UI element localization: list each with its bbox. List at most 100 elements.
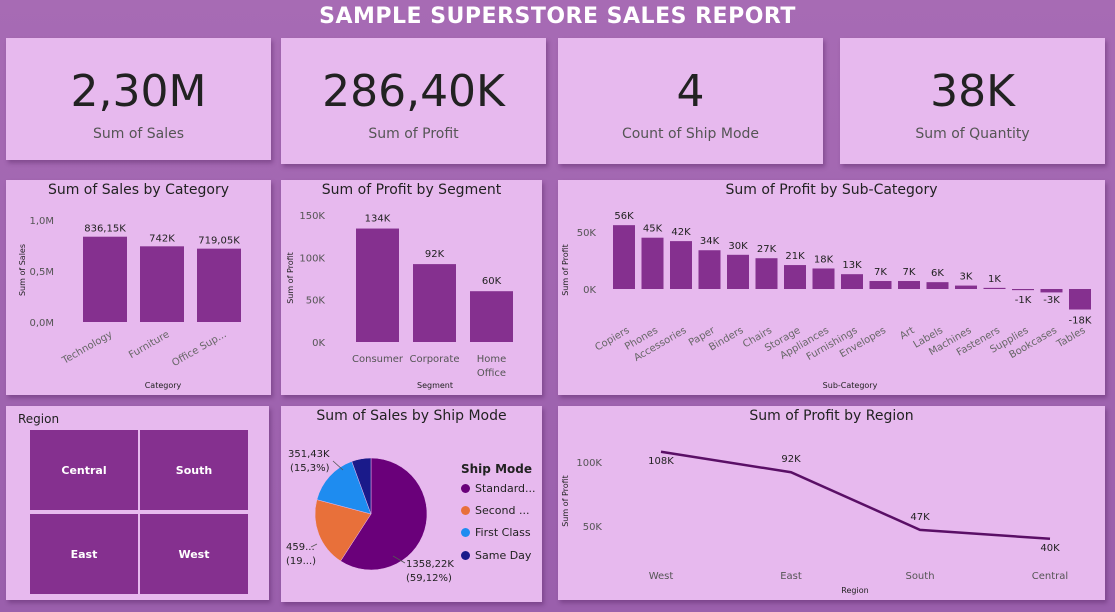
chart-title: Sum of Sales by Ship Mode — [316, 408, 507, 424]
x-tick-label: Office Sup... — [170, 329, 228, 369]
bar — [841, 274, 863, 289]
data-label: 7K — [903, 267, 916, 278]
chart-profit-by-subcategory[interactable]: Sum of Profit by Sub-Category 0K 50K Sum o… — [558, 180, 1105, 395]
data-label: -1K — [1015, 295, 1032, 306]
pie-slice — [340, 457, 428, 571]
kpi-value: 2,30M — [70, 66, 207, 117]
data-label: 42K — [671, 227, 691, 238]
chart-title: Sum of Profit by Region — [749, 408, 914, 424]
kpi-card-sales[interactable]: 2,30M Sum of Sales — [6, 38, 271, 160]
data-label: 92K — [425, 249, 445, 260]
region-tile-west[interactable]: West — [140, 514, 248, 594]
bar — [1040, 289, 1063, 293]
y-tick-label: 0K — [312, 338, 325, 349]
data-label: (15,3%) — [290, 463, 330, 474]
legend-item-first-class[interactable]: First Class — [461, 526, 531, 539]
data-label: 34K — [700, 236, 720, 247]
y-axis-label: Sum of Profit — [286, 252, 295, 304]
report-title: SAMPLE SUPERSTORE SALES REPORT — [319, 4, 796, 29]
bar — [83, 236, 127, 322]
kpi-card-quantity[interactable]: 38K Sum of Quantity — [840, 38, 1105, 164]
bar — [413, 264, 456, 342]
data-label: 18K — [814, 254, 834, 265]
y-tick-label: 50K — [306, 296, 326, 307]
bar — [812, 268, 835, 289]
data-label: 40K — [1040, 543, 1060, 554]
y-tick-label: 0K — [583, 285, 596, 296]
data-label: 108K — [648, 456, 674, 467]
data-label: 351,43K — [288, 449, 330, 460]
region-line-chart: 100K 50K Sum of Profit 108K West 92K East 47K So… — [561, 450, 1068, 595]
bar — [140, 246, 184, 322]
data-label: 45K — [643, 224, 663, 235]
x-tick-label: Corporate — [410, 354, 460, 365]
legend-item-same-day[interactable]: Same Day — [461, 549, 531, 562]
chart-sales-by-ship-mode[interactable]: Sum of Sales by Ship Mode 1358,22K (59,12… — [281, 406, 542, 602]
data-label: 60K — [482, 276, 502, 287]
data-label: 459... — [286, 542, 315, 553]
x-tick-label: Tables — [1054, 325, 1087, 351]
legend-dot — [461, 484, 470, 493]
legend-item-second[interactable]: Second ... — [461, 504, 529, 517]
data-label: 3K — [960, 272, 973, 283]
region-tile-central[interactable]: Central — [30, 430, 138, 510]
pie-slice — [316, 461, 372, 515]
y-tick-label: 100K — [576, 458, 602, 469]
legend-dot — [461, 506, 470, 515]
y-tick-label: 0,5M — [29, 267, 54, 278]
data-label: 7K — [874, 267, 887, 278]
x-tick-label: Office — [477, 368, 506, 379]
leader-line — [392, 555, 406, 564]
data-label: 742K — [149, 233, 175, 244]
data-label: 13K — [842, 260, 862, 271]
chart-title: Sum of Profit by Segment — [321, 182, 502, 198]
x-axis-label: Category — [145, 381, 182, 390]
data-label: 92K — [781, 454, 801, 465]
region-tile-east[interactable]: East — [30, 514, 138, 594]
legend-label: Same Day — [475, 549, 532, 562]
y-tick-label: 50K — [583, 522, 603, 533]
data-label: 21K — [785, 251, 805, 262]
kpi-label: Sum of Quantity — [915, 126, 1030, 142]
x-tick-label: East — [780, 571, 802, 582]
y-axis-label: Sum of Profit — [561, 244, 570, 296]
chart-title: Sum of Profit by Sub-Category — [725, 182, 938, 198]
bar — [613, 225, 635, 289]
chart-profit-by-region[interactable]: Sum of Profit by Region 100K 50K Sum of Pr… — [558, 406, 1105, 600]
y-tick-label: 0,0M — [29, 318, 54, 329]
kpi-label: Sum of Profit — [368, 126, 459, 142]
bar — [869, 281, 892, 289]
bar — [755, 258, 778, 289]
legend-label: Standard... — [475, 482, 536, 495]
data-label: 56K — [614, 211, 634, 222]
kpi-card-ship-mode[interactable]: 4 Count of Ship Mode — [558, 38, 823, 164]
series-line — [660, 450, 1051, 541]
legend-label: First Class — [475, 526, 531, 539]
region-slicer[interactable]: Region Central South East West — [6, 406, 269, 600]
kpi-value: 286,40K — [322, 66, 505, 117]
legend-dot — [461, 551, 470, 560]
bar — [898, 281, 920, 289]
x-tick-label: West — [649, 571, 674, 582]
data-label: 6K — [931, 268, 944, 279]
x-axis-label: Region — [841, 586, 868, 595]
y-tick-label: 100K — [299, 253, 325, 264]
bar — [1012, 289, 1034, 291]
data-label: 836,15K — [84, 224, 126, 235]
legend-item-standard[interactable]: Standard... — [461, 482, 536, 495]
chart-sales-by-category[interactable]: Sum of Sales by Category 0,0M 0,5M 1,0M Sum… — [6, 180, 271, 395]
y-axis-label: Sum of Sales — [18, 244, 27, 296]
chart-profit-by-segment[interactable]: Sum of Profit by Segment 0K 50K 100K 150K Su… — [281, 180, 542, 395]
bar — [641, 237, 664, 289]
leader-line — [332, 460, 344, 471]
x-tick-label: Furniture — [127, 329, 171, 361]
segment-bar-chart: 0K 50K 100K 150K Sum of Profit 134K Consumer 92… — [286, 211, 513, 390]
bar — [955, 285, 977, 289]
region-tile-south[interactable]: South — [140, 430, 248, 510]
bar — [1069, 289, 1091, 310]
y-tick-label: 1,0M — [29, 216, 54, 227]
bar — [727, 254, 749, 289]
x-tick-label: Consumer — [352, 354, 404, 365]
kpi-label: Sum of Sales — [92, 126, 185, 142]
kpi-card-profit[interactable]: 286,40K Sum of Profit — [281, 38, 546, 164]
